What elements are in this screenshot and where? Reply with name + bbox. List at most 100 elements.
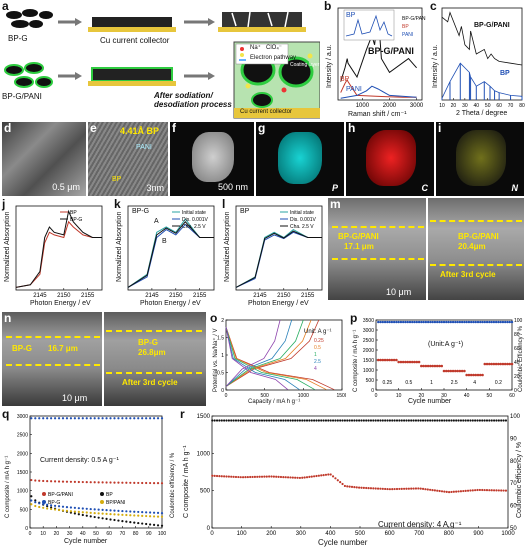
collector-label: Cu current collector	[100, 36, 170, 45]
x-tick-label: 800	[444, 531, 455, 537]
efficiency-point	[431, 320, 434, 324]
capacity-point	[353, 486, 356, 489]
efficiency-point	[355, 419, 358, 422]
y-tick-label: 1000	[17, 489, 28, 495]
efficiency-point	[398, 419, 401, 422]
efficiency-point	[129, 417, 132, 420]
capacity-point	[101, 517, 104, 520]
efficiency-point	[445, 419, 448, 422]
capacity-point	[296, 476, 299, 479]
panel-label: c	[430, 0, 437, 13]
capacity-point	[152, 515, 156, 518]
capacity-point	[447, 369, 450, 373]
capacity-point	[34, 504, 37, 508]
pani-annotation: PANI	[136, 144, 152, 151]
y2-tick-label: 80	[514, 332, 520, 338]
efficiency-point	[113, 417, 116, 420]
efficiency-point	[160, 417, 164, 420]
legend-text: BP-G	[70, 217, 82, 223]
discharge-curve	[225, 326, 335, 391]
after-title: BP-G	[138, 338, 158, 347]
capacity-point	[241, 476, 245, 479]
capacity-point	[456, 369, 459, 373]
capacity-point	[57, 508, 61, 512]
capacity-point	[429, 364, 432, 368]
x-tick-label: 80	[133, 531, 139, 537]
y-tick-label: 500	[366, 378, 375, 384]
capacity-point	[223, 475, 226, 478]
capacity-point	[97, 516, 100, 519]
capacity-point	[137, 521, 140, 525]
x-tick-label: 1000	[356, 103, 370, 109]
capacity-point	[279, 475, 283, 479]
capacity-point	[69, 480, 73, 483]
panel-label: d	[4, 121, 12, 135]
y-axis-label: Normalized Absorption	[224, 211, 231, 282]
capacity-point	[329, 473, 332, 476]
capacity-point	[331, 475, 335, 478]
x-tick-label: 50	[93, 531, 99, 537]
capacity-point	[125, 510, 128, 513]
panel-label: f	[172, 121, 176, 135]
rate-label: 0.2	[495, 380, 502, 386]
series-line	[441, 11, 523, 66]
capacity-point	[415, 360, 419, 364]
panel-label: q	[2, 407, 10, 421]
capacity-point	[483, 362, 487, 366]
efficiency-point	[149, 417, 152, 420]
panel-h: h C	[346, 122, 434, 196]
capacity-point	[53, 480, 57, 483]
efficiency-point	[65, 417, 69, 420]
efficiency-point	[234, 419, 238, 422]
y-tick-label: 2000	[363, 348, 374, 354]
capacity-point	[89, 515, 92, 518]
capacity-point	[481, 488, 484, 492]
x-tick-label: 2155	[301, 293, 315, 299]
efficiency-point	[277, 419, 280, 422]
capacity-point	[424, 488, 427, 491]
capacity-point	[424, 364, 428, 368]
raman-chart: 1000 2000 3000 BP-G/PANI BP PANI	[337, 7, 427, 109]
capacity-point	[89, 481, 92, 484]
capacity-point	[81, 513, 84, 517]
efficiency-point	[156, 417, 160, 420]
efficiency-point	[117, 417, 120, 420]
x-tick-label: 2145	[145, 293, 159, 299]
capacity-point	[46, 480, 49, 483]
capacity-point	[485, 489, 489, 492]
efficiency-point	[485, 419, 489, 422]
efficiency-point	[415, 320, 418, 324]
capacity-point	[145, 522, 148, 526]
panel-e: e 4.41Å BP PANI BP 3nm	[88, 122, 168, 196]
capacity-point	[156, 515, 160, 518]
capacity-point	[488, 362, 491, 366]
capacity-point	[395, 487, 399, 491]
capacity-point	[211, 474, 214, 477]
efficiency-point	[502, 419, 505, 422]
y2-tick-label: 70	[510, 481, 517, 487]
series-bottom-label: BP	[500, 70, 510, 77]
x-tick-label: 60	[496, 103, 502, 109]
efficiency-point	[346, 419, 349, 422]
x-tick-label: 40	[474, 103, 480, 109]
rate-label: 2.5	[451, 380, 458, 386]
efficiency-point	[483, 419, 486, 422]
efficiency-point	[466, 419, 470, 422]
legend-text: 1	[314, 352, 317, 358]
efficiency-point	[388, 320, 391, 324]
capacity-point	[305, 476, 309, 479]
efficiency-point	[61, 417, 65, 420]
efficiency-point	[436, 320, 439, 324]
efficiency-point	[440, 320, 443, 324]
capacity-point	[431, 364, 434, 368]
capacity-point	[237, 475, 240, 479]
x-tick-label: 700	[414, 531, 425, 537]
efficiency-point	[492, 419, 496, 422]
capacity-point	[336, 479, 339, 482]
capacity-point	[61, 505, 65, 508]
capacity-point	[149, 515, 152, 518]
efficiency-point	[474, 419, 477, 422]
capacity-point	[93, 481, 96, 484]
capacity-point	[372, 487, 375, 490]
efficiency-point	[294, 419, 297, 422]
